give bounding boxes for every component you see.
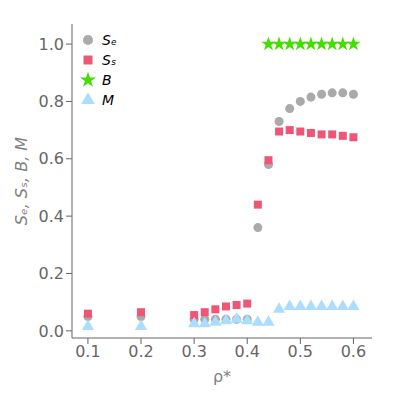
svg-text:0.3: 0.3	[181, 342, 206, 361]
svg-text:Sₑ, Sₛ, B, M: Sₑ, Sₛ, B, M	[12, 137, 31, 225]
svg-text:ρ*: ρ*	[213, 367, 231, 386]
svg-text:0.2: 0.2	[39, 264, 64, 283]
svg-text:1.0: 1.0	[39, 35, 64, 54]
svg-text:0.5: 0.5	[288, 342, 313, 361]
svg-text:0.8: 0.8	[39, 92, 64, 111]
svg-text:0.0: 0.0	[39, 322, 64, 341]
svg-text:0.4: 0.4	[39, 207, 64, 226]
html-text:M: M	[102, 92, 115, 108]
html-text:Sₛ: Sₛ	[102, 52, 117, 68]
html-text:Sₑ: Sₑ	[102, 32, 117, 48]
svg-text:0.6: 0.6	[39, 149, 64, 168]
svg-text:0.1: 0.1	[75, 342, 100, 361]
html-text:B: B	[102, 72, 112, 88]
svg-text:0.2: 0.2	[128, 342, 153, 361]
svg-text:0.4: 0.4	[234, 342, 259, 361]
svg-text:0.6: 0.6	[341, 342, 366, 361]
